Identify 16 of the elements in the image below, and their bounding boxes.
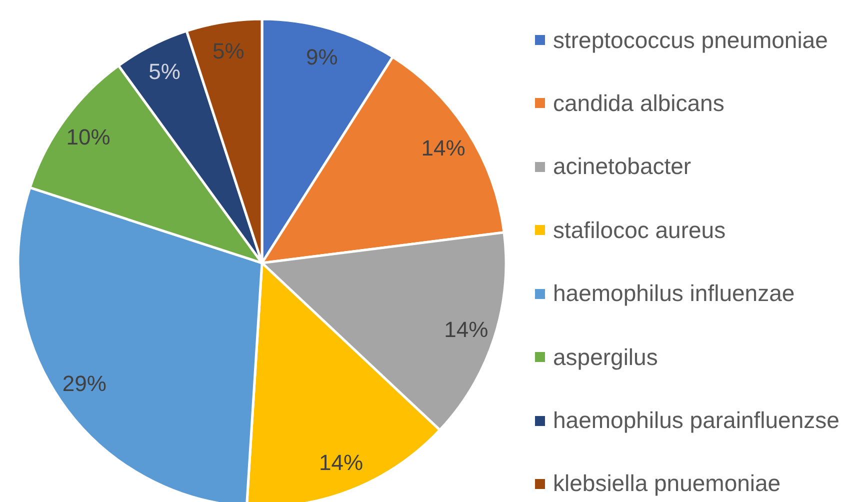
- data-label: 5%: [212, 38, 244, 64]
- data-label: 14%: [444, 316, 488, 342]
- legend-label: klebsiella pnuemoniae: [553, 470, 781, 498]
- data-label: 10%: [66, 124, 110, 150]
- data-label: 14%: [421, 135, 466, 160]
- legend-label: haemophilus parainfluenzse: [553, 407, 840, 434]
- data-label: 14%: [319, 450, 364, 476]
- legend-label: haemophilus influenzae: [553, 280, 795, 308]
- legend-label: stafilococ aureus: [553, 216, 726, 244]
- legend-label: aspergilus: [553, 344, 658, 371]
- legend-label: candida albicans: [553, 90, 724, 117]
- data-label: 29%: [62, 371, 106, 396]
- data-label: 9%: [306, 44, 338, 70]
- legend-label: acinetobacter: [553, 153, 692, 180]
- legend-label: streptococcus pneumoniae: [553, 26, 828, 54]
- data-label: 5%: [148, 59, 180, 84]
